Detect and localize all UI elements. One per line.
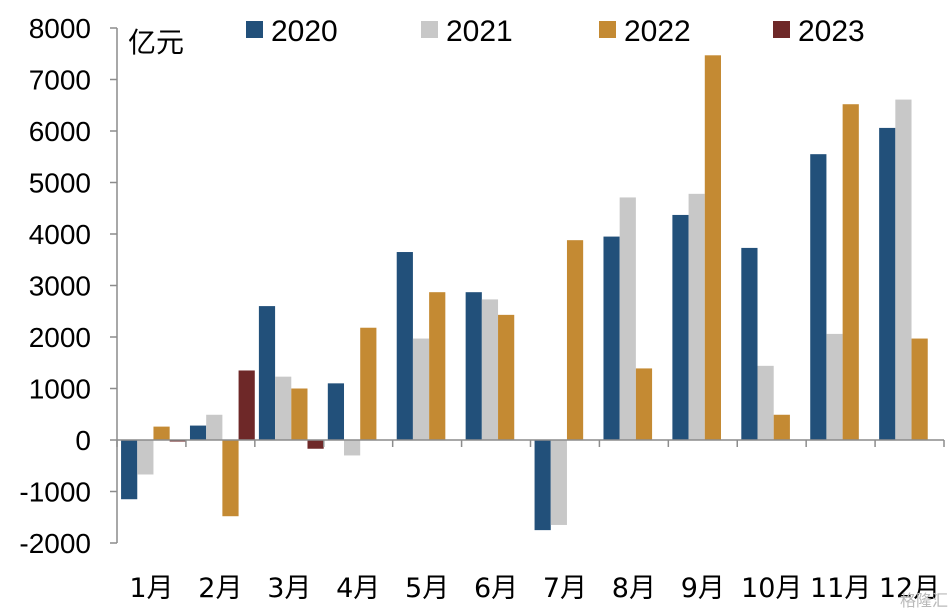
y-tick-label: 8000 [29, 13, 91, 44]
bar-2020-9月 [672, 214, 689, 440]
y-tick-label: 2000 [29, 322, 91, 353]
x-tick-label: 11月 [810, 573, 871, 604]
x-tick-label: 3月 [267, 573, 311, 604]
bar-2021-10月 [757, 365, 774, 440]
bar-2022-4月 [360, 327, 377, 440]
bar-2021-2月 [206, 414, 223, 440]
y-tick-label: 3000 [29, 271, 91, 302]
x-tick-label: 2月 [198, 573, 242, 604]
x-tick-label: 4月 [336, 573, 380, 604]
bar-2022-5月 [429, 292, 446, 440]
legend-label: 2021 [446, 15, 513, 48]
bar-2022-8月 [635, 368, 653, 440]
bar-2021-12月 [895, 99, 912, 440]
legend-label: 2020 [271, 15, 338, 48]
x-tick-label: 10月 [741, 573, 802, 604]
y-tick-label: 6000 [29, 116, 91, 147]
legend-swatch-2022 [599, 21, 616, 38]
x-tick-label: 6月 [474, 573, 518, 604]
bar-2020-11月 [810, 154, 827, 440]
bar-2021-9月 [688, 193, 705, 440]
bar-2020-12月 [879, 127, 896, 440]
legend: 2020 2021 2022 2023 [246, 15, 865, 48]
legend-swatch-2023 [773, 21, 790, 38]
y-tick-label: -2000 [19, 528, 91, 559]
bar-2020-7月 [534, 440, 551, 531]
bar-2022-10月 [773, 414, 790, 440]
bar-2021-4月 [344, 440, 361, 456]
y-tick-label: 5000 [29, 168, 91, 199]
bar-2021-11月 [826, 333, 843, 440]
bar-2022-7月 [566, 240, 584, 440]
bar-2023-3月 [307, 440, 324, 449]
watermark: 格隆汇 [900, 591, 948, 610]
x-tick-label: 1月 [129, 573, 173, 604]
x-tick-label: 8月 [612, 573, 656, 604]
bar-2021-3月 [275, 376, 292, 440]
bar-2023-2月 [238, 370, 255, 440]
bar-2020-6月 [465, 292, 482, 440]
legend-label: 2023 [798, 15, 865, 48]
y-tick-label: 7000 [29, 65, 91, 96]
bar-2021-1月 [137, 440, 154, 475]
y-tick-label: -1000 [19, 477, 91, 508]
y-axis: -2000 -1000 0 1000 2000 3000 4000 5000 6000 7000 8… [19, 13, 118, 559]
y-tick-label: 4000 [29, 219, 91, 250]
bar-2023-1月 [169, 440, 186, 442]
bar-2022-12月 [911, 338, 928, 440]
bar-2021-8月 [619, 197, 636, 440]
x-tick-label: 5月 [405, 573, 449, 604]
x-tick-label: 7月 [543, 573, 587, 604]
y-tick-label: 1000 [29, 374, 91, 405]
bar-2022-1月 [153, 426, 170, 440]
legend-swatch-2021 [421, 21, 438, 38]
x-tick-label: 9月 [681, 573, 725, 604]
bar-2022-3月 [291, 388, 308, 440]
bar-2020-5月 [396, 252, 413, 440]
bar-2020-8月 [603, 236, 620, 440]
bar-2021-6月 [481, 299, 499, 440]
bar-2020-2月 [189, 425, 207, 440]
unit-label: 亿元 [128, 26, 184, 59]
bar-2022-11月 [842, 104, 859, 440]
y-tick-label: 0 [75, 425, 91, 456]
bar-2020-1月 [121, 440, 138, 500]
legend-swatch-2020 [246, 21, 263, 38]
bar-2020-4月 [327, 383, 345, 440]
bar-2022-6月 [498, 314, 515, 440]
bar-2020-10月 [741, 247, 758, 440]
x-axis: 1月 2月 3月 4月 5月 6月 7月 8月 9月 10月 11月 12月 [116, 439, 945, 604]
bar-2020-3月 [258, 306, 276, 440]
bar-2021-7月 [550, 440, 567, 525]
bars [121, 55, 928, 531]
bar-2022-2月 [222, 440, 239, 517]
bar-2022-9月 [704, 55, 721, 441]
legend-label: 2022 [624, 15, 691, 48]
bar-2021-5月 [412, 338, 430, 440]
x-tick-label: 12月 [879, 573, 940, 604]
